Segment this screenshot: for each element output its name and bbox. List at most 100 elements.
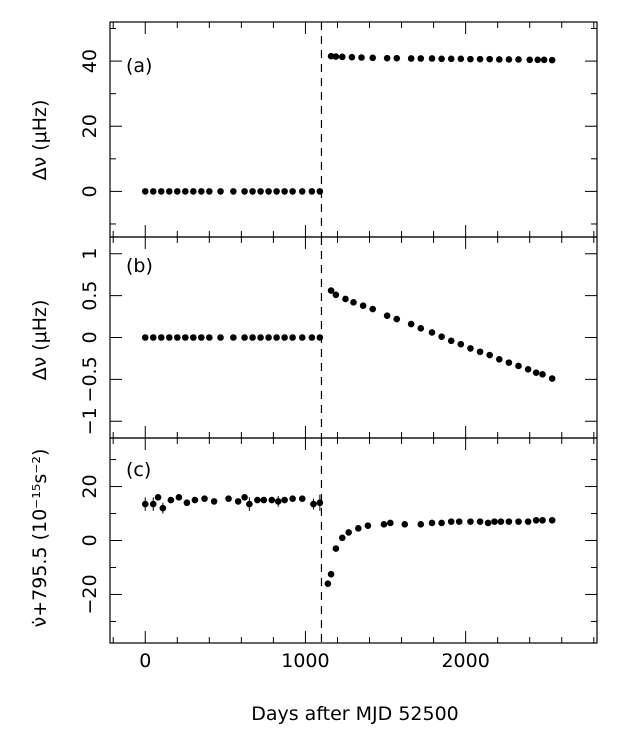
- panel-c-data-point: [225, 495, 232, 502]
- panel-c-data-point: [338, 534, 346, 542]
- panel-b-data-point: [495, 355, 503, 363]
- panel-c-data-point: [167, 496, 175, 504]
- panel-a-data-point: [438, 55, 445, 63]
- panel-a-data-point: [505, 56, 513, 63]
- panel-b-data-point: [467, 345, 474, 352]
- panel-b-data-point: [241, 334, 248, 341]
- x-tick-label: 2000: [441, 650, 489, 672]
- panel-c-data-point: [539, 516, 546, 524]
- panel-a-data-point: [447, 55, 455, 63]
- panel-c-data-point: [355, 525, 362, 532]
- panel-a-data-point: [486, 55, 493, 63]
- panel-a-data-point: [165, 188, 173, 195]
- panel-b-data-point: [532, 369, 540, 376]
- panel-a-data-point: [181, 188, 189, 195]
- panel-b-data-point: [157, 334, 165, 341]
- panel-a-data-point: [457, 55, 465, 63]
- panel-a-data-point: [467, 55, 474, 63]
- panel-a: (a) Δν (μHz): [29, 55, 152, 180]
- panel-a-data-point: [393, 54, 401, 62]
- panel-c-data-point: [438, 519, 445, 527]
- panel-c-ylabel: ν̇+795.5 (10⁻¹⁵s⁻²): [29, 449, 51, 628]
- panel-a-data-point: [257, 188, 264, 195]
- panel-a-data-point: [206, 188, 213, 195]
- panel-c-data-point: [447, 518, 455, 525]
- panel-b-data-point: [417, 324, 425, 332]
- panel-b-data-point: [359, 302, 367, 309]
- panel-c-data-point: [364, 522, 372, 529]
- panel-b-data-point: [407, 320, 415, 328]
- panel-c-data-point: [327, 570, 335, 578]
- panel-c-data-point: [201, 495, 208, 502]
- panel-c-data-point: [505, 518, 513, 525]
- panel-a-data-point: [358, 54, 365, 61]
- panel-a-ytick-label: 0: [79, 185, 101, 197]
- panel-a-data-point: [249, 188, 256, 195]
- panel-b-data-point: [332, 291, 340, 299]
- panel-c-data-point: [183, 499, 191, 507]
- panel-a-data-point: [217, 188, 224, 195]
- panel-c-data-point: [298, 495, 306, 502]
- panel-a-data-point: [149, 188, 157, 195]
- panel-b-data-point: [428, 329, 436, 336]
- panel-b-data-point: [548, 375, 556, 382]
- panel-a-data-point: [273, 188, 280, 195]
- panel-a-ytick-label: 40: [79, 49, 101, 73]
- panel-c-data-point: [241, 494, 248, 501]
- panel-b-data-point: [342, 295, 349, 303]
- panel-b-data-point: [173, 334, 181, 341]
- panel-c-data-point: [332, 545, 340, 552]
- panel-b-ytick-label: 0.5: [79, 281, 101, 311]
- panel-a-data-point: [338, 53, 346, 61]
- panel-c-data-point: [310, 500, 317, 508]
- panel-a-data-point: [190, 188, 197, 195]
- panel-a-data-point: [241, 188, 248, 195]
- panel-c-data-point: [467, 518, 474, 525]
- panel-b-data-point: [281, 334, 288, 341]
- panel-a-data-point: [298, 188, 306, 195]
- panel-b-data-point: [257, 334, 264, 341]
- panel-c-data-point: [149, 500, 157, 508]
- panel-c-data-point: [210, 498, 218, 505]
- panel-a-data-point: [327, 52, 335, 60]
- panel-c-data-point: [524, 518, 532, 525]
- panel-b-ylabel: Δν (μHz): [29, 300, 51, 381]
- panel-b-data-point: [457, 340, 465, 348]
- panel-a-data-point: [332, 53, 340, 60]
- panel-a-data-point: [540, 56, 548, 64]
- panel-a-data-point: [281, 188, 288, 195]
- panel-b-data-point: [265, 334, 272, 341]
- panel-c-data-point: [491, 518, 498, 525]
- panel-a-data-point: [141, 188, 149, 195]
- panel-c-data-point: [380, 521, 388, 528]
- panel-b-data-point: [327, 287, 335, 294]
- panel-b-data-point: [308, 334, 316, 341]
- chart-marks: 0 20 40 −1 −0.5 0 0.5 1 −20 0 20 0 1000 2000: [79, 21, 598, 672]
- panel-b-data-point: [350, 299, 357, 306]
- panel-c-ytick-label: 20: [79, 474, 101, 498]
- panel-b-data-point: [383, 312, 391, 320]
- panel-b-data-point: [524, 366, 532, 373]
- panel-c-data-point: [154, 494, 162, 501]
- panel-b-data-point: [217, 334, 224, 341]
- panel-a-data-point: [316, 188, 324, 195]
- panel-c-label: (c): [126, 459, 151, 481]
- panel-b-data-point: [505, 359, 513, 366]
- panel-b-data-point: [190, 334, 197, 341]
- panel-c-data-point: [141, 500, 149, 508]
- panel-b-data-point: [289, 334, 296, 341]
- panel-a-data-point: [428, 55, 436, 62]
- panel-a-data-point: [369, 54, 377, 62]
- panel-a-data-point: [548, 56, 556, 64]
- panel-b-label: (b): [126, 255, 153, 277]
- panel-a-data-point: [476, 55, 484, 63]
- panel-c-data-point: [316, 499, 324, 507]
- panel-c-data-point: [234, 498, 242, 505]
- panel-b-data-point: [249, 334, 256, 341]
- panel-c-data-point: [260, 496, 268, 504]
- panel-b-data-point: [206, 334, 213, 341]
- panel-c-ytick-label: −20: [79, 574, 101, 614]
- panel-a-label: (a): [126, 55, 152, 77]
- panel-a-ylabel: Δν (μHz): [29, 100, 51, 181]
